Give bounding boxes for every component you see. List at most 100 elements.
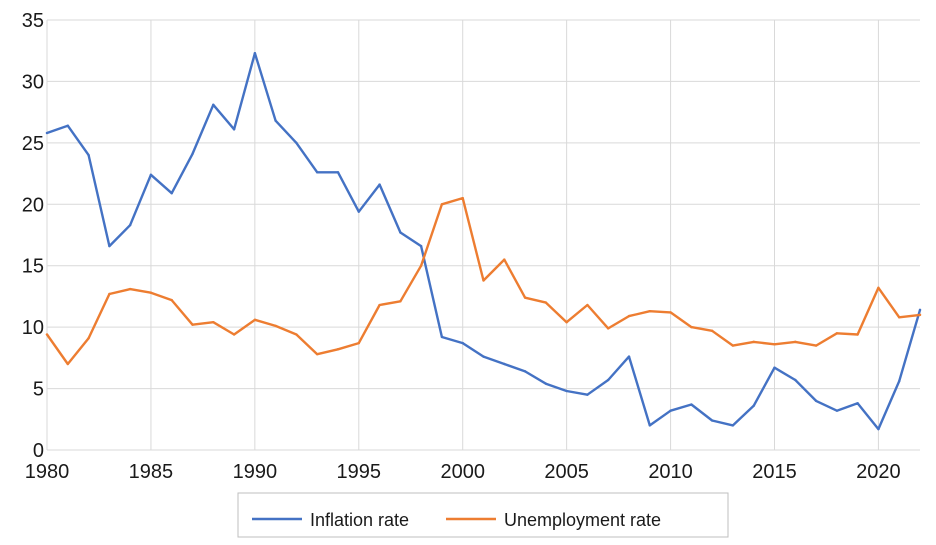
legend-label: Inflation rate	[310, 510, 409, 530]
data-point	[274, 119, 277, 122]
data-point	[191, 152, 194, 156]
data-point	[295, 141, 298, 145]
data-point	[710, 419, 714, 422]
data-point	[856, 402, 859, 405]
data-point	[814, 399, 818, 403]
y-tick-label: 10	[22, 317, 44, 339]
data-point	[66, 124, 69, 127]
data-point	[419, 244, 423, 248]
data-point	[274, 324, 277, 328]
data-point	[357, 341, 360, 345]
data-point	[461, 341, 464, 345]
x-tick-label: 2000	[440, 461, 485, 483]
data-point	[357, 210, 360, 213]
data-point	[835, 332, 839, 335]
data-point	[461, 196, 464, 200]
x-tick-label: 1980	[25, 461, 70, 483]
data-point	[212, 321, 215, 324]
data-point	[378, 183, 381, 186]
data-point	[690, 325, 693, 329]
x-tick-label: 1985	[129, 461, 174, 483]
data-point	[607, 378, 610, 382]
data-point	[918, 313, 922, 317]
data-point	[856, 333, 859, 336]
data-point	[253, 318, 257, 321]
data-point	[316, 171, 319, 174]
y-tick-label: 5	[33, 379, 44, 401]
data-point	[45, 333, 49, 336]
data-point	[128, 287, 132, 291]
x-tick-label: 1990	[233, 461, 278, 483]
data-point	[544, 382, 548, 385]
data-point	[191, 323, 194, 326]
y-tick-label: 30	[22, 71, 44, 93]
data-point	[918, 308, 922, 312]
data-point	[523, 296, 527, 299]
y-tick-label: 35	[22, 10, 44, 32]
data-point	[627, 314, 631, 318]
data-point	[232, 128, 236, 131]
data-point	[149, 173, 153, 176]
legend-label: Unemployment rate	[504, 510, 661, 530]
data-point	[232, 333, 236, 336]
y-tick-label: 15	[22, 256, 44, 278]
x-tick-label: 2015	[752, 461, 797, 483]
data-point	[627, 355, 631, 358]
data-point	[648, 424, 651, 427]
data-point	[66, 362, 69, 366]
y-tick-label: 20	[22, 194, 44, 216]
data-point	[482, 355, 485, 358]
data-point	[731, 344, 735, 347]
data-point	[565, 389, 568, 393]
legend-box	[237, 492, 729, 538]
data-point	[419, 264, 423, 267]
data-point	[108, 292, 111, 296]
data-point	[87, 337, 90, 340]
y-tick-label: 0	[33, 440, 44, 462]
data-point	[669, 311, 672, 314]
data-point	[378, 303, 381, 307]
legend: Inflation rate Unemployment rate	[237, 492, 729, 538]
x-tick-label: 2010	[648, 461, 693, 483]
data-point	[253, 51, 257, 55]
data-point	[440, 203, 444, 206]
data-point	[482, 279, 485, 282]
data-point	[814, 344, 818, 347]
data-point	[586, 393, 589, 396]
data-point	[170, 192, 173, 195]
data-point	[794, 378, 797, 382]
data-point	[565, 321, 568, 324]
data-point	[503, 258, 506, 261]
data-point	[316, 352, 319, 356]
data-point	[898, 380, 901, 383]
data-point	[128, 223, 132, 227]
data-point	[87, 153, 90, 157]
data-point	[336, 171, 340, 174]
data-point	[648, 309, 651, 313]
x-tick-label: 2005	[544, 461, 589, 483]
data-point	[523, 370, 527, 373]
data-point	[877, 286, 880, 290]
data-point	[295, 333, 298, 336]
data-point	[710, 329, 714, 333]
data-point	[731, 424, 735, 427]
data-point	[794, 340, 797, 344]
data-point	[45, 131, 49, 135]
x-tick-label: 2020	[856, 461, 901, 483]
data-point	[336, 348, 340, 351]
data-point	[503, 362, 506, 366]
data-point	[773, 366, 776, 369]
data-point	[690, 403, 693, 406]
data-point	[835, 409, 839, 412]
data-point	[752, 340, 755, 344]
data-point	[586, 303, 589, 307]
data-point	[170, 298, 173, 302]
gridlines	[46, 19, 920, 451]
data-point	[399, 231, 402, 234]
data-point	[399, 300, 402, 303]
tick-labels: 0 5 10 15 20 25 30 35 1980 1985 1990 1995 2000 2005 20…	[22, 10, 901, 483]
y-tick-label: 25	[22, 133, 44, 155]
data-point	[440, 335, 444, 339]
data-point	[544, 301, 548, 304]
